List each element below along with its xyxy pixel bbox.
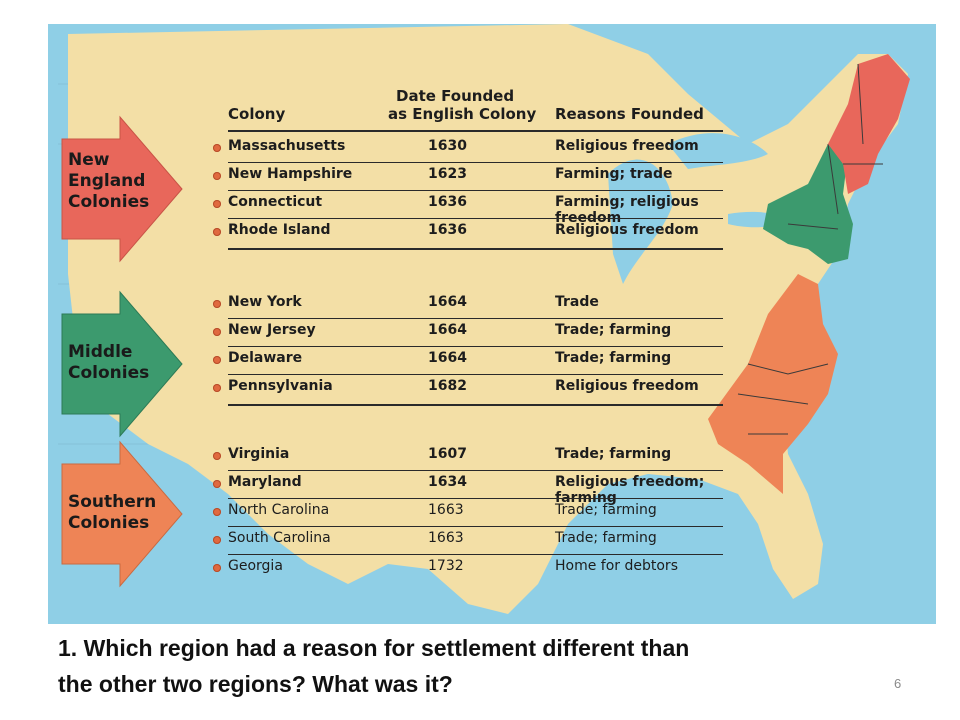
bullet-icon — [213, 200, 221, 208]
bullet-icon — [213, 228, 221, 236]
colony-name: Georgia — [228, 558, 283, 574]
colony-year: 1623 — [428, 166, 467, 182]
section-rule — [228, 248, 723, 250]
table-row: New Hampshire 1623 Farming; trade — [198, 166, 738, 190]
colony-name: Massachusetts — [228, 138, 346, 154]
table-row: South Carolina 1663 Trade; farming — [198, 530, 738, 554]
bullet-icon — [213, 144, 221, 152]
colony-name: South Carolina — [228, 530, 331, 546]
page-number: 6 — [894, 676, 902, 691]
header-date-line1: Date Founded — [396, 87, 515, 105]
colony-reason: Religious freedom — [555, 138, 699, 154]
colony-reason: Trade; farming — [555, 446, 672, 462]
row-rule — [228, 374, 723, 375]
row-rule — [228, 318, 723, 319]
table-row: Rhode Island 1636 Religious freedom — [198, 222, 738, 246]
bullet-icon — [213, 356, 221, 364]
table-row: Virginia 1607 Trade; farming — [198, 446, 738, 470]
header-rule — [228, 130, 723, 132]
colony-year: 1636 — [428, 194, 467, 210]
colony-year: 1732 — [428, 558, 464, 574]
colony-year: 1630 — [428, 138, 467, 154]
colony-year: 1634 — [428, 474, 467, 490]
row-rule — [228, 162, 723, 163]
colony-year: 1664 — [428, 350, 467, 366]
colony-year: 1636 — [428, 222, 467, 238]
colony-name: Pennsylvania — [228, 378, 333, 394]
colony-name: New Hampshire — [228, 166, 353, 182]
colony-reason: Trade; farming — [555, 530, 657, 546]
southern-colonies-shape — [708, 274, 838, 494]
bullet-icon — [213, 508, 221, 516]
table-row: New Jersey 1664 Trade; farming — [198, 322, 738, 346]
bullet-icon — [213, 300, 221, 308]
table-row: New York 1664 Trade — [198, 294, 738, 318]
table-row: Massachusetts 1630 Religious freedom — [198, 138, 738, 162]
bullet-icon — [213, 328, 221, 336]
colony-reason: Trade; farming — [555, 502, 657, 518]
colonies-map-figure: New England Colonies Middle Colonies Sou… — [48, 24, 936, 624]
middle-colonies-shape — [763, 144, 853, 264]
row-rule — [228, 346, 723, 347]
southern-colonies-label: Southern Colonies — [68, 492, 157, 533]
colony-name: Delaware — [228, 350, 303, 366]
colony-reason: Home for debtors — [555, 558, 678, 574]
colony-name: North Carolina — [228, 502, 330, 518]
colony-name: Rhode Island — [228, 222, 331, 238]
colony-reason: Religious freedom — [555, 222, 699, 238]
colony-name: New Jersey — [228, 322, 316, 338]
colony-reason: Trade; farming — [555, 350, 672, 366]
table-row: Georgia 1732 Home for debtors — [198, 558, 738, 582]
middle-colonies-arrow — [61, 290, 183, 438]
bullet-icon — [213, 480, 221, 488]
header-date-line2: as English Colony — [388, 105, 537, 123]
colony-year: 1663 — [428, 502, 464, 518]
bullet-icon — [213, 564, 221, 572]
table-row: Delaware 1664 Trade; farming — [198, 350, 738, 374]
colony-year: 1682 — [428, 378, 467, 394]
question-text: 1. Which region had a reason for settlem… — [58, 630, 858, 702]
section-rule — [228, 404, 723, 406]
table-row: North Carolina 1663 Trade; farming — [198, 502, 738, 526]
new-england-label: New England Colonies — [68, 150, 150, 212]
middle-colonies-label: Middle Colonies — [68, 342, 150, 383]
header-colony: Colony — [228, 105, 286, 123]
colony-name: Virginia — [228, 446, 290, 462]
row-rule — [228, 554, 723, 555]
colony-reason: Religious freedom — [555, 378, 699, 394]
table-row: Pennsylvania 1682 Religious freedom — [198, 378, 738, 402]
table-row: Connecticut 1636 Farming; religious free… — [198, 194, 738, 226]
row-rule — [228, 526, 723, 527]
colony-year: 1607 — [428, 446, 467, 462]
question-line-1: 1. Which region had a reason for settlem… — [58, 635, 690, 661]
table-row: Maryland 1634 Religious freedom; farming — [198, 474, 738, 506]
bullet-icon — [213, 536, 221, 544]
new-england-shape — [828, 54, 910, 194]
us-map-illustration — [48, 24, 936, 624]
bullet-icon — [213, 384, 221, 392]
row-rule — [228, 470, 723, 471]
bullet-icon — [213, 452, 221, 460]
colony-reason: Trade — [555, 294, 599, 310]
question-line-2: the other two regions? What was it? — [58, 671, 453, 697]
colony-name: Connecticut — [228, 194, 323, 210]
colony-name: Maryland — [228, 474, 302, 490]
southern-colonies-arrow — [61, 440, 183, 588]
bullet-icon — [213, 172, 221, 180]
us-landmass — [68, 24, 908, 614]
colony-year: 1664 — [428, 294, 467, 310]
colony-reason: Farming; trade — [555, 166, 673, 182]
colony-name: New York — [228, 294, 302, 310]
row-rule — [228, 190, 723, 191]
new-england-arrow — [61, 115, 183, 263]
colony-year: 1663 — [428, 530, 464, 546]
colony-reason: Trade; farming — [555, 322, 672, 338]
colony-year: 1664 — [428, 322, 467, 338]
row-rule — [228, 498, 723, 499]
row-rule — [228, 218, 723, 219]
header-reasons: Reasons Founded — [555, 105, 704, 123]
